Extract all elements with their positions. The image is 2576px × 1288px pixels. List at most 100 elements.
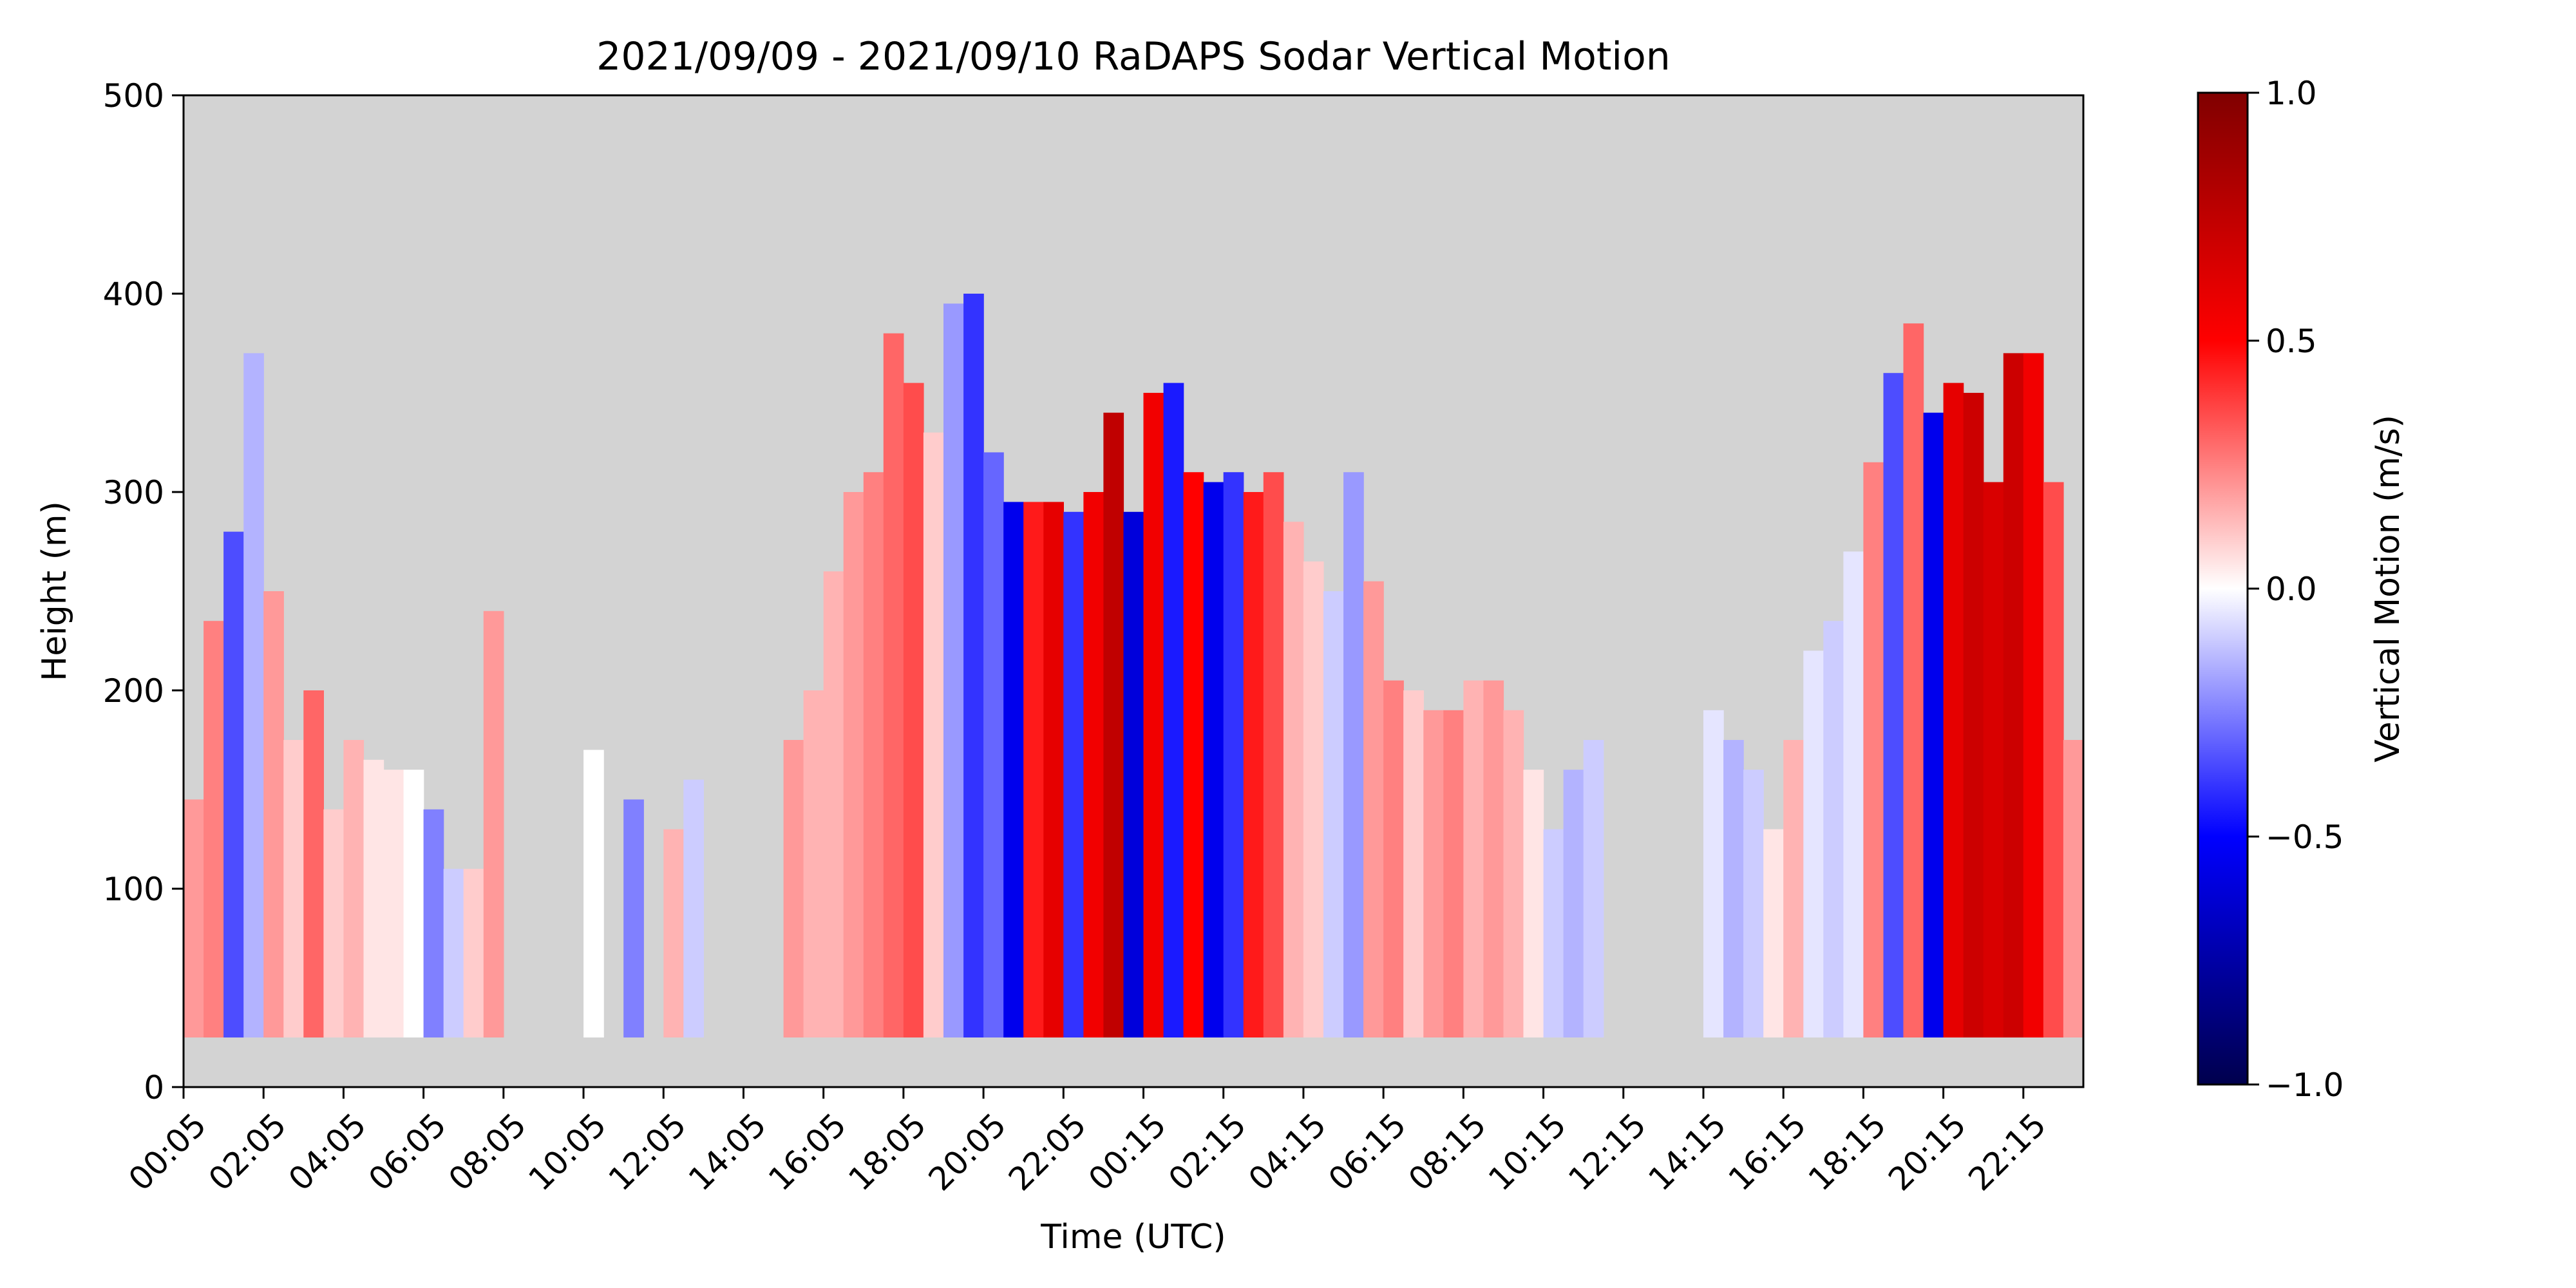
heatmap-cell-94 [2063, 740, 2084, 1037]
x-axis: 00:0502:0504:0506:0508:0510:0512:0514:05… [122, 1087, 2053, 1198]
heatmap-cell-41 [1003, 502, 1024, 1037]
x-tick-label: 20:15 [1881, 1106, 1973, 1198]
heatmap-cell-20 [583, 750, 604, 1037]
heatmap-cell-69 [1563, 770, 1584, 1037]
colorbar-tick-label: 0.0 [2266, 571, 2317, 608]
heatmap-cell-45 [1083, 492, 1104, 1037]
heatmap-cell-2 [223, 531, 244, 1037]
heatmap-cell-61 [1403, 690, 1424, 1037]
heatmap-cell-34 [863, 472, 884, 1037]
x-tick-label: 04:05 [281, 1106, 374, 1198]
x-tick-label: 18:05 [841, 1106, 933, 1198]
x-tick-label: 02:05 [202, 1106, 294, 1198]
heatmap-cell-33 [843, 492, 864, 1037]
heatmap-cell-40 [983, 452, 1004, 1037]
heatmap-cell-51 [1203, 482, 1224, 1037]
x-tick-label: 14:15 [1642, 1106, 1734, 1198]
x-tick-label: 04:15 [1242, 1106, 1334, 1198]
heatmap-cell-76 [1703, 710, 1724, 1037]
x-tick-label: 16:05 [761, 1106, 853, 1198]
heatmap-cell-4 [263, 591, 284, 1037]
heatmap-cell-10 [383, 770, 404, 1037]
heatmap-cell-35 [883, 333, 904, 1037]
y-tick-label: 400 [103, 276, 164, 313]
heatmap-cell-36 [903, 383, 924, 1037]
heatmap-cell-90 [1983, 482, 2004, 1037]
colorbar-tick-label: 1.0 [2266, 75, 2317, 112]
heatmap-cell-70 [1583, 740, 1604, 1037]
heatmap-cell-48 [1143, 393, 1164, 1037]
heatmap-cell-63 [1443, 710, 1464, 1037]
heatmap-cell-81 [1803, 650, 1824, 1037]
heatmap-cell-46 [1103, 412, 1124, 1037]
heatmap-cell-7 [323, 809, 345, 1037]
x-tick-label: 06:05 [361, 1106, 453, 1198]
heatmap-cell-44 [1063, 511, 1084, 1037]
heatmap-cell-66 [1503, 710, 1524, 1037]
heatmap-cell-38 [943, 303, 964, 1037]
x-tick-label: 00:05 [122, 1106, 214, 1198]
heatmap-cell-56 [1303, 561, 1324, 1037]
heatmap-cell-0 [184, 799, 204, 1037]
plot-frame [182, 94, 2085, 1088]
heatmap-cell-82 [1823, 621, 1844, 1037]
heatmap-cell-85 [1883, 373, 1904, 1038]
x-axis-label: Time (UTC) [1040, 1218, 1226, 1256]
heatmap-cell-89 [1963, 393, 1984, 1037]
heatmap-cell-92 [2023, 353, 2044, 1037]
heatmap-cell-14 [463, 869, 484, 1037]
heatmap-cell-55 [1283, 522, 1304, 1037]
x-tick-label: 12:15 [1561, 1106, 1653, 1198]
heatmap-cell-58 [1343, 472, 1364, 1037]
heatmap-cell-60 [1383, 680, 1404, 1037]
x-tick-label: 02:15 [1161, 1106, 1253, 1198]
x-tick-label: 14:05 [681, 1106, 773, 1198]
x-tick-label: 10:15 [1481, 1106, 1573, 1198]
colorbar-tick-label: 0.5 [2266, 323, 2317, 360]
heatmap-cell-57 [1323, 591, 1344, 1037]
heatmap-cell-5 [283, 740, 304, 1037]
heatmap-cell-64 [1463, 680, 1484, 1037]
heatmap-cell-11 [403, 770, 424, 1037]
x-tick-label: 08:15 [1401, 1106, 1493, 1198]
heatmap-cell-79 [1763, 829, 1784, 1037]
heatmap-cell-68 [1543, 829, 1564, 1037]
colorbar-tick-label: −1.0 [2266, 1066, 2344, 1104]
heatmap-cell-67 [1523, 770, 1544, 1037]
colorbar-label: Vertical Motion (m/s) [2369, 415, 2407, 762]
y-tick-label: 200 [103, 672, 164, 710]
heatmap-cell-65 [1483, 680, 1504, 1037]
y-tick-label: 500 [103, 77, 164, 115]
heatmap-cell-13 [443, 869, 464, 1037]
heatmap-cell-62 [1423, 710, 1444, 1037]
heatmap-cell-91 [2003, 353, 2024, 1037]
heatmap-cell-88 [1943, 383, 1964, 1037]
y-tick-label: 0 [144, 1069, 164, 1106]
chart-title: 2021/09/09 - 2021/09/10 RaDAPS Sodar Ver… [596, 34, 1671, 79]
heatmap-cell-6 [303, 690, 324, 1037]
heatmap-cell-83 [1843, 551, 1864, 1037]
x-tick-label: 22:05 [1001, 1106, 1094, 1198]
heatmap-cell-1 [204, 621, 224, 1037]
heatmap-cell-53 [1243, 492, 1264, 1037]
heatmap-cell-84 [1863, 462, 1884, 1037]
heatmap-cell-39 [963, 294, 984, 1037]
heatmap-cell-37 [923, 432, 944, 1037]
x-tick-label: 06:15 [1321, 1106, 1414, 1198]
colorbar [2197, 91, 2249, 1086]
heatmap-cell-31 [803, 690, 824, 1037]
heatmap-cell-59 [1363, 581, 1384, 1037]
heatmap-cell-30 [783, 740, 804, 1037]
heatmap-cell-86 [1903, 323, 1924, 1038]
heatmap-cell-87 [1923, 412, 1944, 1037]
heatmap-cell-49 [1163, 383, 1184, 1037]
heatmap-cell-24 [663, 829, 684, 1037]
heatmap-cell-93 [2043, 482, 2064, 1037]
colorbar-axis: 1.0 0.5 0.0 −0.5 −1.0 [2248, 75, 2344, 1104]
heatmap-cell-32 [823, 571, 844, 1037]
x-tick-label: 16:15 [1721, 1106, 1814, 1198]
y-tick-label: 100 [103, 871, 164, 908]
x-tick-label: 10:05 [522, 1106, 614, 1198]
y-axis: 0 100 200 300 400 500 [103, 77, 184, 1106]
